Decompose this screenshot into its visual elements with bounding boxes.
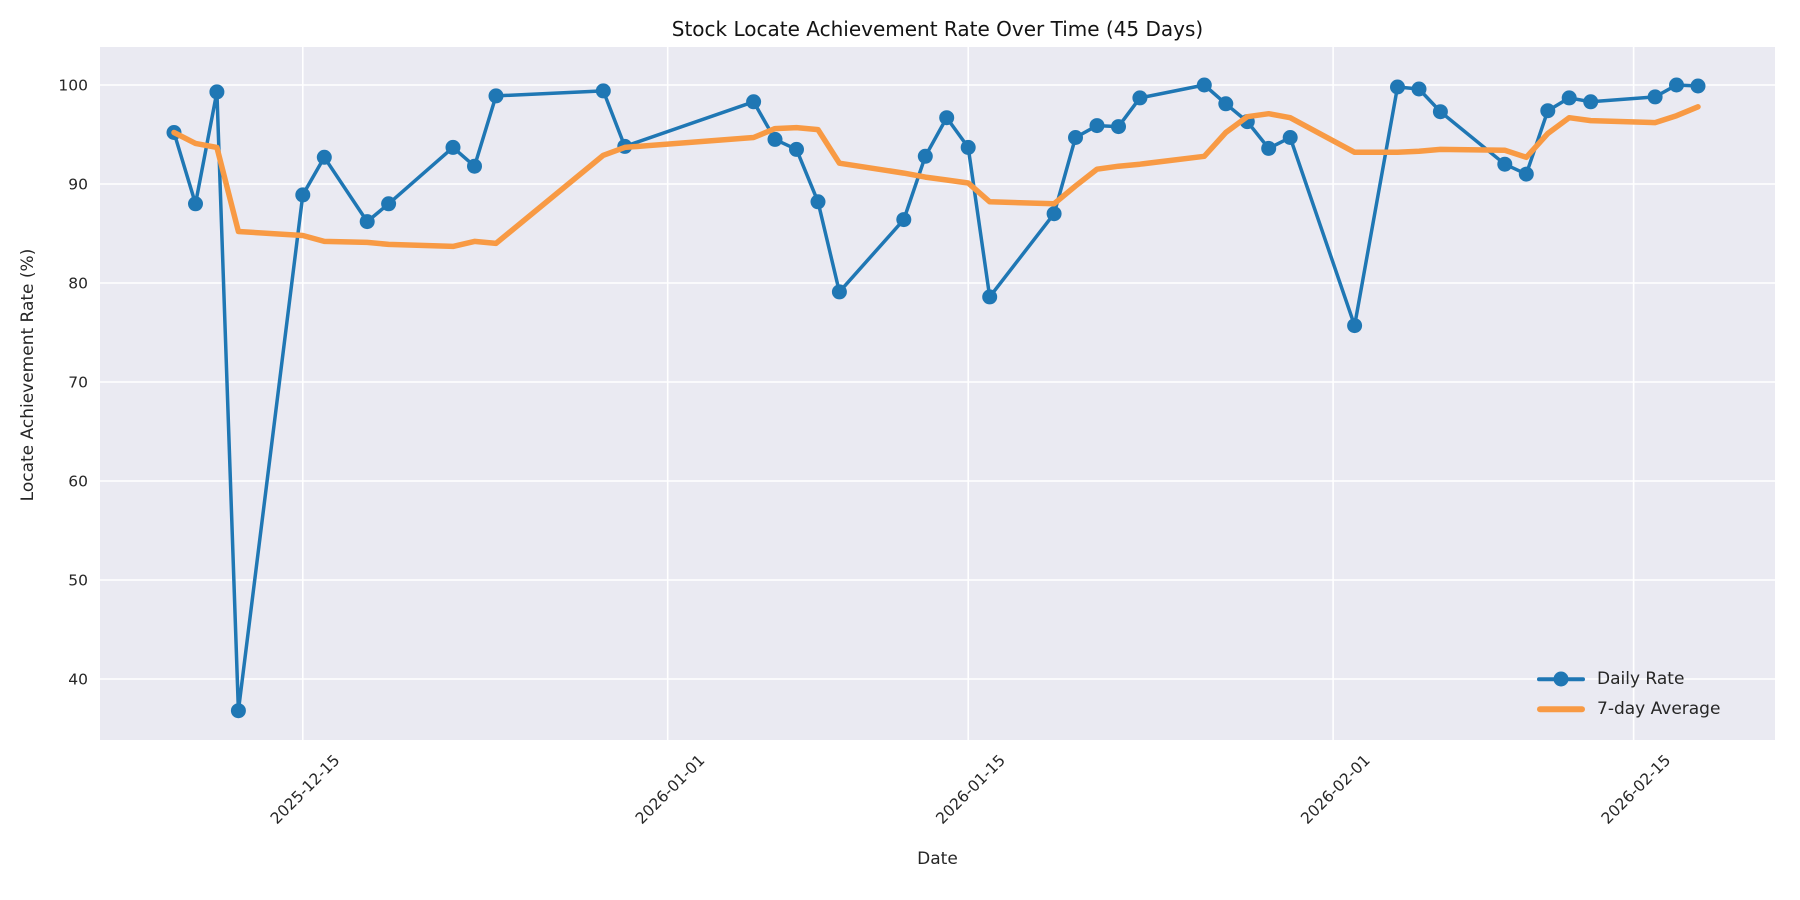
legend: Daily Rate 7-day Average [1537, 664, 1720, 724]
daily-rate-marker [1540, 103, 1556, 119]
daily-rate-marker [595, 83, 611, 99]
daily-rate-marker [295, 187, 311, 203]
plot-area [100, 47, 1775, 740]
x-tick-label: 2026-01-01 [632, 751, 708, 827]
daily-rate-marker [917, 148, 933, 164]
daily-rate-marker [746, 94, 762, 110]
y-axis-label: Locate Achievement Rate (%) [18, 248, 38, 502]
daily-rate-marker [1347, 318, 1363, 334]
y-tick-label: 60 [68, 473, 88, 491]
daily-rate-marker [230, 703, 246, 719]
daily-rate-marker [896, 212, 912, 228]
y-tick-label: 80 [68, 275, 88, 293]
y-tick-label: 40 [68, 671, 88, 689]
legend-label-7day-average: 7-day Average [1597, 699, 1721, 719]
avg-line-sample-icon [1537, 701, 1585, 717]
daily-rate-marker [467, 158, 482, 174]
daily-rate-marker [960, 139, 976, 155]
legend-row-7day-average: 7-day Average [1537, 694, 1720, 724]
avg-line [171, 104, 1701, 250]
daily-rate-marker [789, 141, 804, 157]
daily-rate-marker [188, 196, 203, 212]
daily-rate-marker [1282, 130, 1298, 145]
x-axis-label: Date [917, 849, 958, 869]
x-tick-label: 2026-01-15 [932, 751, 1008, 827]
daily-rate-marker [1583, 94, 1599, 110]
x-tick-label: 2026-02-15 [1598, 751, 1674, 827]
daily-rate-marker [316, 149, 332, 165]
daily-rate-marker [209, 84, 225, 100]
daily-rate-marker [810, 194, 826, 210]
daily-rate-marker [767, 131, 783, 147]
daily-rate-marker [1432, 104, 1448, 120]
daily-rate-marker [359, 214, 375, 230]
y-tick-label: 70 [68, 374, 88, 392]
daily-rate-marker [939, 110, 955, 126]
daily-rate-marker [1196, 77, 1212, 93]
chart-title: Stock Locate Achievement Rate Over Time … [671, 17, 1204, 41]
daily-rate-marker [1132, 90, 1148, 106]
y-tick-label: 100 [58, 77, 88, 95]
daily-rate-marker [1046, 206, 1062, 222]
daily-rate-marker [1647, 89, 1663, 105]
daily-rate-marker [1497, 156, 1513, 172]
daily-rate-marker [445, 139, 461, 155]
daily-rate-marker [982, 289, 998, 305]
daily-rate-marker [1669, 77, 1684, 93]
daily-rate-marker [1068, 130, 1083, 145]
daily-rate-marker [1690, 78, 1706, 94]
daily-rate-line-sample-icon [1537, 671, 1585, 687]
legend-label-daily-rate: Daily Rate [1597, 669, 1685, 689]
daily-rate-marker [1218, 96, 1234, 112]
daily-rate-marker [381, 196, 397, 212]
daily-rate-marker [1411, 81, 1427, 97]
daily-rate-marker [1111, 119, 1126, 135]
daily-rate-marker [1561, 90, 1577, 106]
x-tick-label: 2025-12-15 [267, 751, 343, 827]
daily-rate-marker [1261, 140, 1277, 156]
legend-row-daily-rate: Daily Rate [1537, 664, 1720, 694]
daily-rate-marker [488, 88, 504, 104]
x-tick-label: 2026-02-01 [1297, 751, 1373, 827]
y-tick-label: 90 [68, 176, 88, 194]
daily-rate-marker [831, 284, 847, 300]
daily-rate-marker [1518, 166, 1534, 182]
daily-rate-marker [1390, 79, 1405, 95]
y-tick-label: 50 [68, 572, 88, 590]
daily-rate-marker [1089, 118, 1105, 134]
